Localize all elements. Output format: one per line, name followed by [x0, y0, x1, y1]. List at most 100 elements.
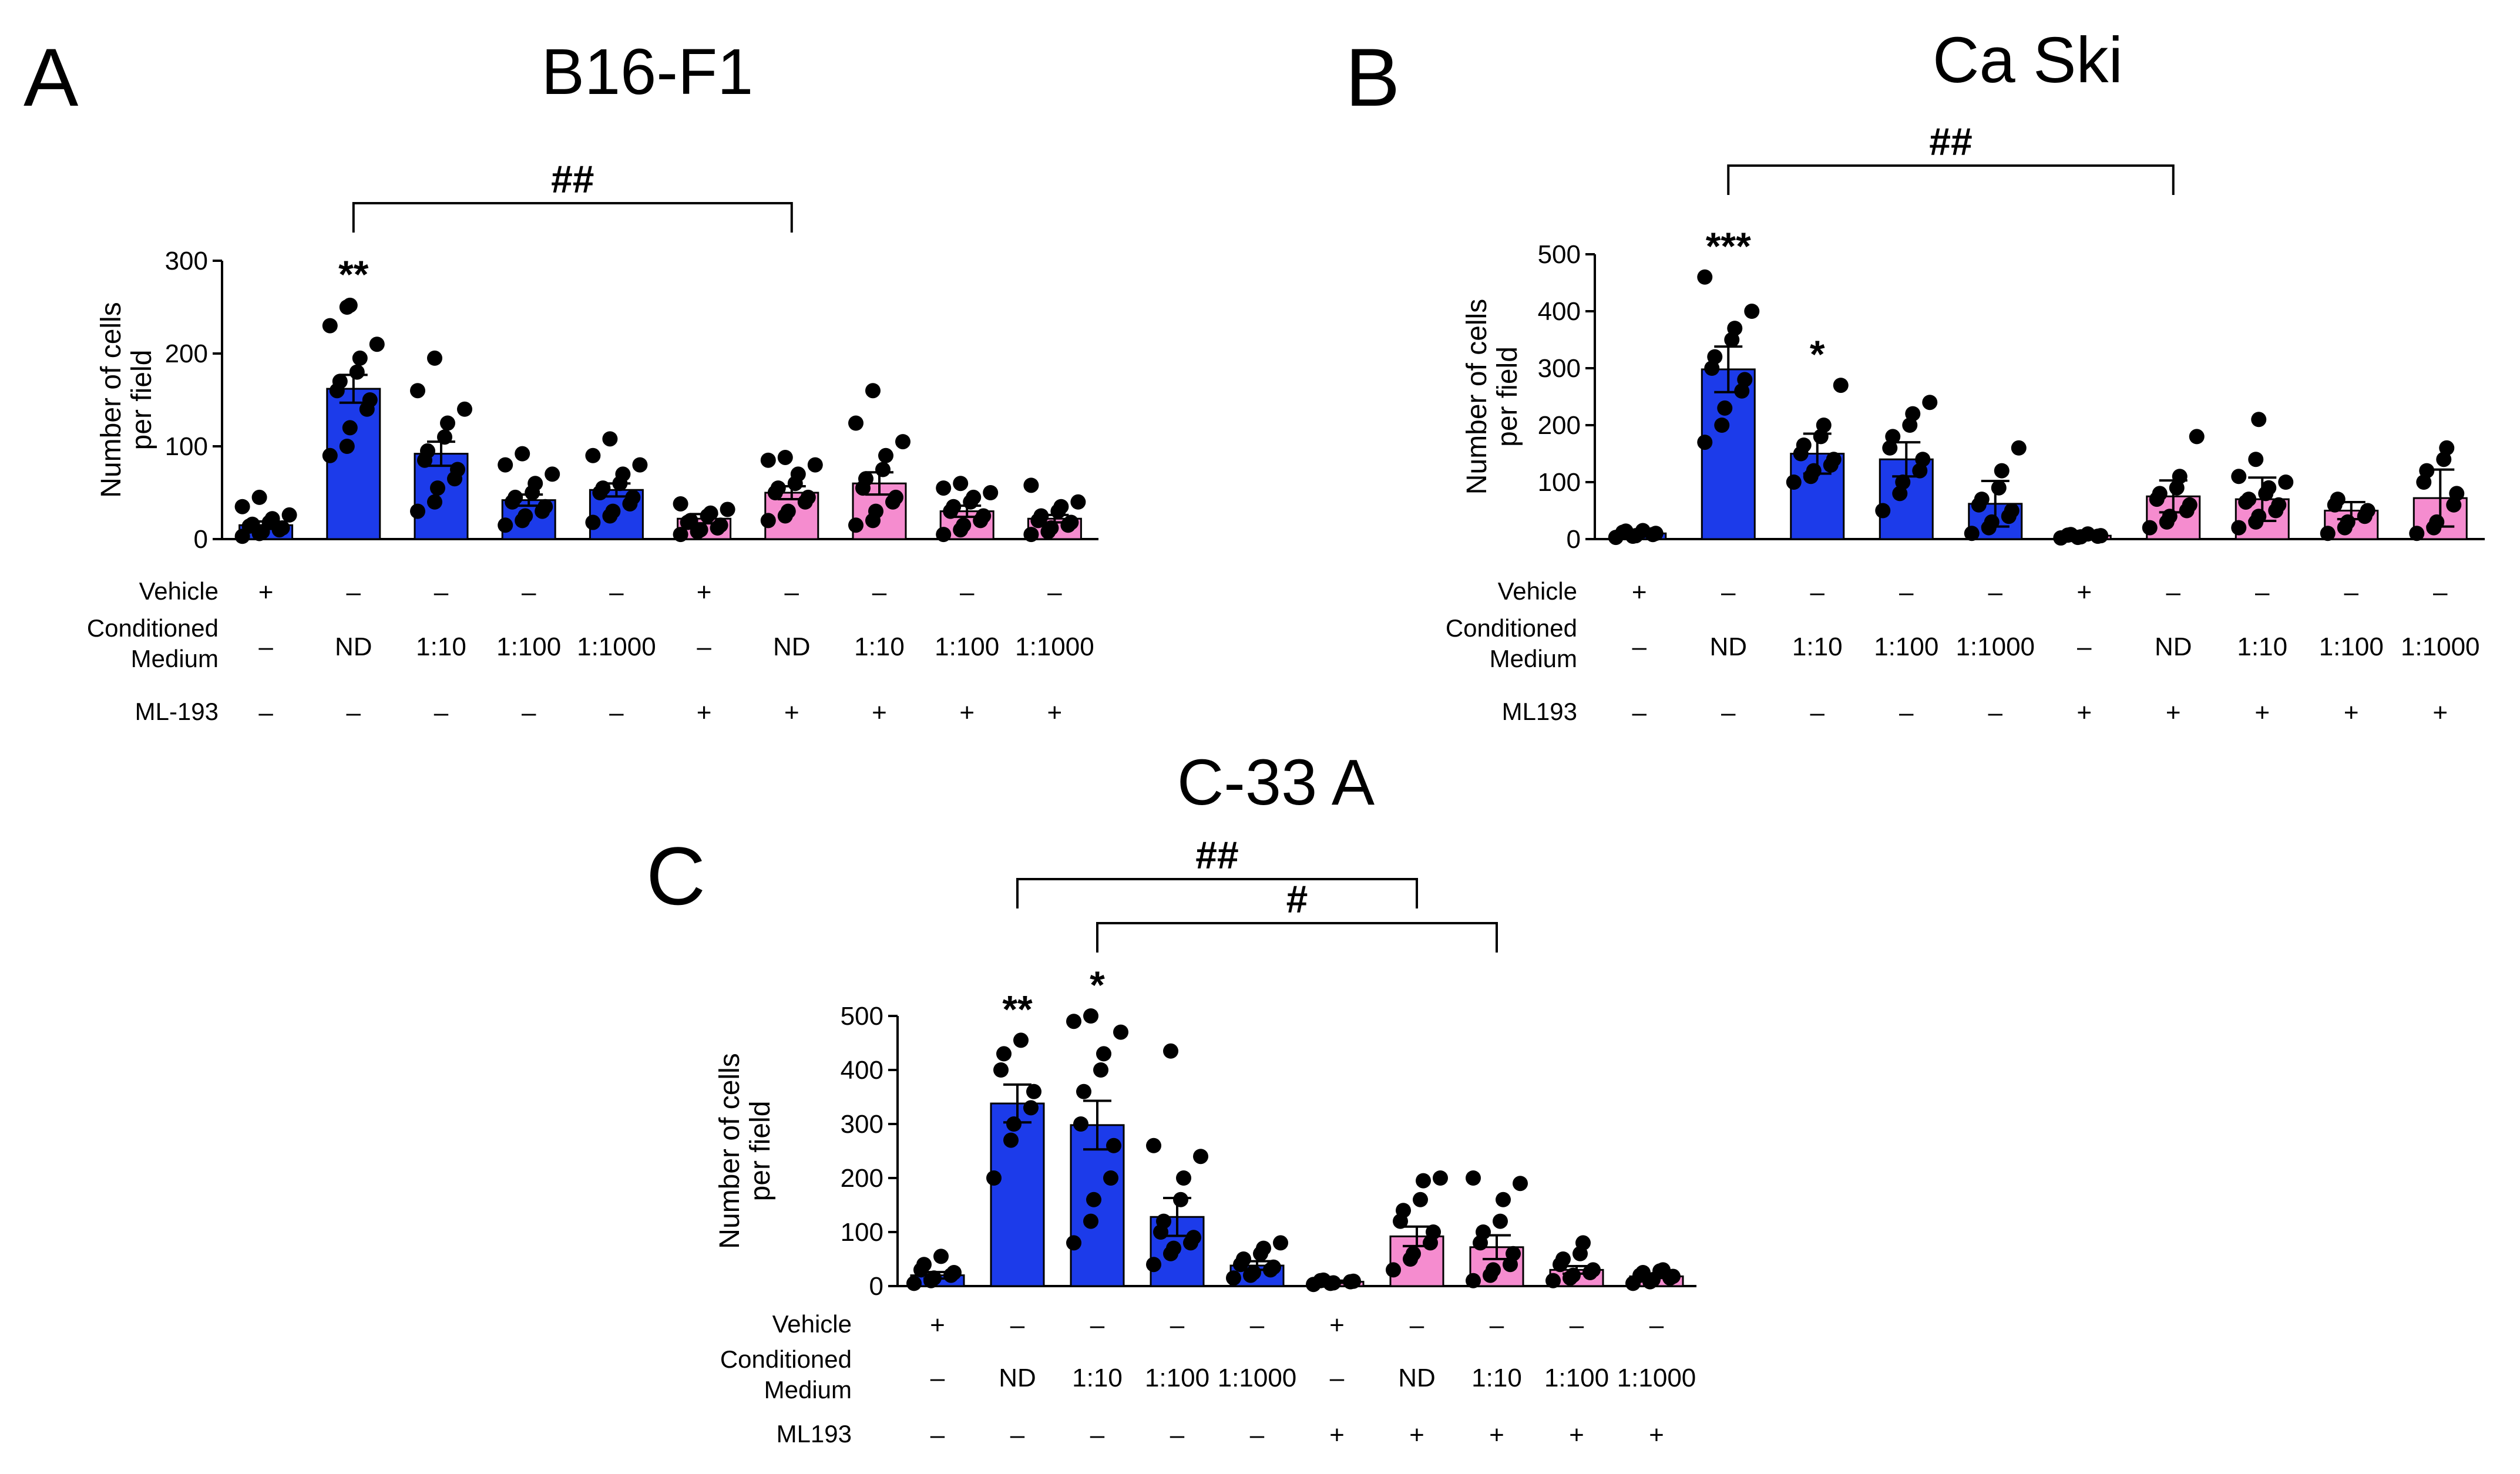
data-point [1786, 474, 1802, 490]
vehicle-cell: – [1250, 1311, 1265, 1340]
y-tick-label: 0 [869, 1272, 883, 1301]
data-point [2241, 492, 2257, 507]
data-point [875, 462, 891, 477]
vehicle-cell: – [1090, 1311, 1105, 1340]
data-point [605, 503, 621, 519]
data-point [1826, 452, 1842, 467]
ml193-cell: + [1329, 1421, 1345, 1449]
ml193-cell: – [930, 1421, 945, 1449]
conditioned-medium-cell: 1:100 [2319, 632, 2384, 661]
data-point [1146, 1257, 1161, 1273]
comparison-bracket [1727, 164, 2175, 195]
y-tick-label: 100 [841, 1218, 883, 1247]
conditioned-medium-cell: – [697, 632, 711, 661]
data-point [2080, 526, 2096, 542]
data-point [2189, 429, 2205, 445]
data-point [1506, 1246, 1521, 1261]
data-point [1163, 1043, 1178, 1059]
data-point [1026, 1083, 1041, 1099]
vehicle-cell: + [258, 578, 274, 607]
ml193-cell: – [1721, 698, 1736, 727]
data-point [1166, 1240, 1181, 1256]
plot-area: 0 100 200 300 400 500 + – – – ND – – 1:10 – – 1:100 – – 1:1… [841, 833, 1696, 1449]
data-point [410, 503, 425, 519]
row-label-vehicle: Vehicle [1498, 577, 1577, 605]
data-point [1513, 1176, 1528, 1192]
data-point [1648, 526, 1664, 541]
data-point [878, 447, 893, 463]
data-point [1833, 378, 1849, 393]
data-point [632, 457, 648, 473]
vehicle-cell: – [347, 578, 361, 607]
data-point [508, 489, 523, 505]
data-point [1922, 395, 1938, 410]
data-point [2261, 480, 2277, 496]
conditioned-medium-cell: 1:1000 [577, 632, 656, 661]
data-point [545, 466, 560, 482]
data-point [2182, 497, 2198, 513]
ml193-cell: + [2254, 698, 2270, 727]
y-tick-label: 200 [165, 339, 208, 368]
conditioned-medium-cell: 1:100 [1544, 1364, 1609, 1392]
conditioned-medium-cell: 1:10 [1072, 1364, 1123, 1392]
conditioned-medium-cell: 1:10 [1792, 632, 1843, 661]
y-axis-label: Number of cells per field [1461, 299, 1523, 494]
data-point [1023, 1100, 1039, 1116]
conditioned-medium-cell: 1:1000 [2401, 632, 2480, 661]
ml193-cell: + [872, 698, 887, 727]
significance-marker: ** [338, 253, 369, 296]
conditioned-medium-cell: – [1330, 1364, 1345, 1392]
data-point [2429, 514, 2445, 530]
comparison-bracket [1016, 878, 1418, 908]
data-point [440, 415, 455, 431]
data-point [274, 520, 290, 536]
conditioned-medium-cell: 1:100 [1145, 1364, 1209, 1392]
plot-area: 0 100 200 300 400 500 + – – – ND – – 1:10 – – 1:100 – – 1:1… [1538, 120, 2485, 727]
ml193-cell: + [1409, 1421, 1424, 1449]
ml193-cell: – [609, 698, 624, 727]
data-point [1737, 372, 1753, 388]
data-point [1816, 418, 1832, 433]
data-point [2063, 527, 2079, 543]
chart-title: C-33 A [1177, 746, 1375, 819]
data-point [2011, 440, 2027, 456]
data-point [1905, 406, 1921, 422]
data-point [1618, 523, 1634, 539]
y-tick-label: 100 [165, 432, 208, 461]
data-point [2162, 509, 2178, 524]
data-point [498, 517, 513, 533]
data-point [1545, 1273, 1561, 1288]
data-point [1635, 1265, 1651, 1280]
conditioned-medium-cell: 1:1000 [1015, 632, 1094, 661]
bar [990, 1102, 1045, 1287]
y-axis-label-line2: per field [1492, 346, 1523, 447]
data-point [1073, 1116, 1088, 1132]
data-point [1466, 1273, 1481, 1288]
data-point [515, 446, 530, 462]
data-point [858, 471, 873, 487]
data-point [1895, 474, 1911, 490]
y-tick-label: 100 [1538, 468, 1581, 497]
data-point [251, 489, 267, 505]
data-point [993, 1062, 1009, 1078]
vehicle-cell: – [1810, 578, 1825, 607]
panel-label: A [23, 31, 79, 123]
vehicle-cell: – [1010, 1311, 1025, 1340]
comparison-bracket [352, 202, 793, 233]
data-point [1346, 1273, 1361, 1289]
data-point [953, 476, 969, 492]
data-point [1575, 1235, 1591, 1251]
data-point [1433, 1170, 1448, 1186]
data-point [1707, 349, 1723, 365]
data-point [1555, 1251, 1571, 1267]
conditioned-medium-cell: ND [1398, 1364, 1436, 1392]
data-point [527, 476, 543, 492]
data-point [1086, 1192, 1101, 1207]
ml193-cell: + [2344, 698, 2359, 727]
data-point [996, 1046, 1012, 1062]
ml193-cell: + [1649, 1421, 1664, 1449]
data-point [2419, 463, 2435, 479]
data-point [1994, 463, 2010, 479]
data-point [264, 511, 280, 527]
ml193-cell: – [1250, 1421, 1265, 1449]
